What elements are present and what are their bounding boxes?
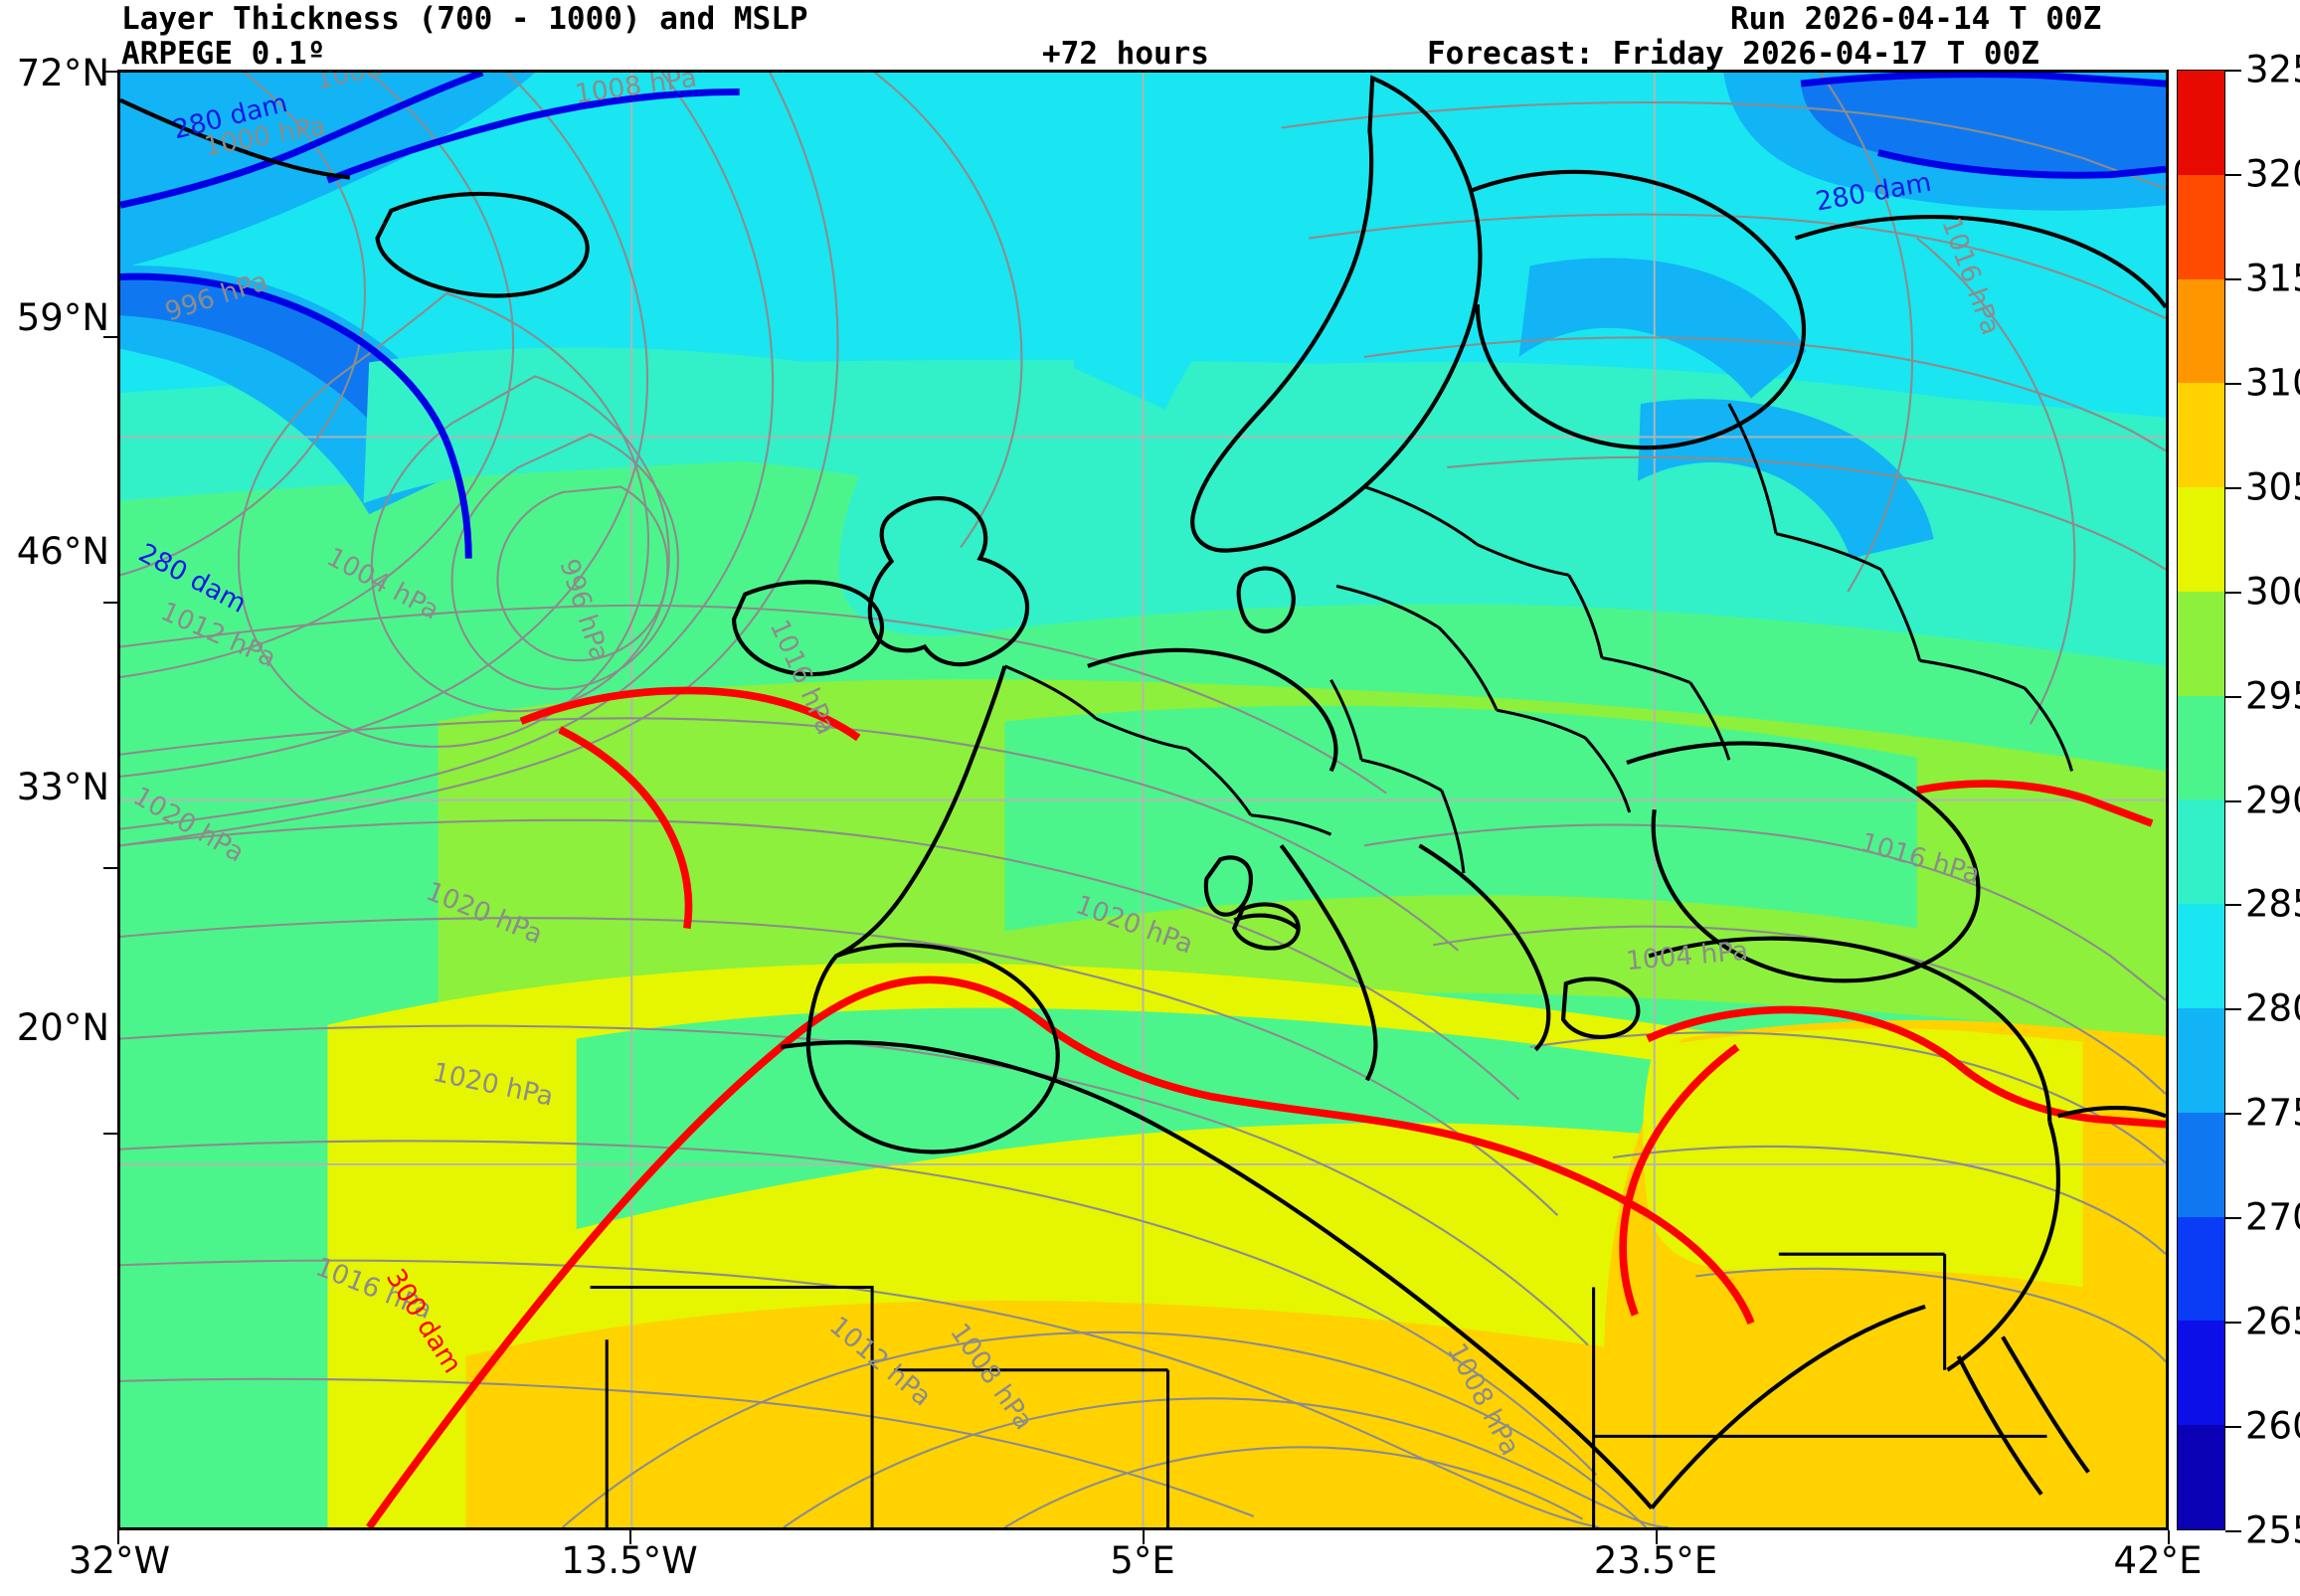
model-name-label: ARPEGE 0.1º	[121, 38, 325, 71]
y-tick-label-33N: 33°N	[0, 766, 109, 808]
colorbar-tick-mark-295	[2225, 696, 2241, 698]
colorbar-tick-mark-265	[2225, 1322, 2241, 1324]
colorbar-tick-mark-275	[2225, 1113, 2241, 1115]
colorbar-tick-label-320: 320	[2245, 152, 2300, 195]
x-tick-label-135W: 13.5°W	[561, 1539, 697, 1582]
chart-header: Layer Thickness (700 - 1000) and MSLP AR…	[0, 0, 2300, 70]
colorbar-tick-label-290: 290	[2245, 779, 2300, 821]
colorbar-tick-label-280: 280	[2245, 987, 2300, 1030]
y-tick-mark-33N	[103, 867, 117, 869]
x-tick-label-32W: 32°W	[69, 1539, 170, 1582]
colorbar-segment-315-320	[2178, 175, 2224, 279]
colorbar-tick-label-275: 275	[2245, 1092, 2300, 1135]
colorbar-tick-mark-260	[2225, 1426, 2241, 1428]
colorbar-tick-label-260: 260	[2245, 1405, 2300, 1448]
colorbar-tick-mark-270	[2225, 1217, 2241, 1219]
x-tick-mark-135W	[629, 1530, 631, 1544]
colorbar-segment-275-280	[2178, 1008, 2224, 1113]
x-tick-label-42E: 42°E	[2114, 1539, 2203, 1582]
run-timestamp-label: Run 2026-04-14 T 00Z	[1730, 3, 2101, 36]
x-tick-label-5E: 5°E	[1110, 1539, 1174, 1582]
y-tick-mark-20N	[103, 1133, 117, 1135]
y-tick-label-46N: 46°N	[0, 530, 109, 573]
x-tick-mark-42E	[2168, 1530, 2170, 1544]
colorbar-segment-290-295	[2178, 696, 2224, 800]
colorbar-tick-mark-320	[2225, 174, 2241, 176]
colorbar-tick-label-285: 285	[2245, 883, 2300, 926]
colorbar-tick-mark-285	[2225, 904, 2241, 906]
y-tick-mark-59N	[103, 336, 117, 338]
colorbar-tick-label-255: 255	[2245, 1509, 2300, 1552]
colorbar-segment-260-265	[2178, 1321, 2224, 1425]
colorbar-tick-label-270: 270	[2245, 1196, 2300, 1239]
colorbar-segment-300-305	[2178, 487, 2224, 592]
y-tick-label-59N: 59°N	[0, 296, 109, 339]
colorbar-tick-label-315: 315	[2245, 257, 2300, 299]
x-tick-mark-5E	[1143, 1530, 1145, 1544]
y-tick-label-20N: 20°N	[0, 1006, 109, 1049]
colorbar-tick-label-300: 300	[2245, 570, 2300, 613]
colorbar-segment-265-270	[2178, 1217, 2224, 1322]
colorbar-segment-285-290	[2178, 799, 2224, 904]
colorbar-tick-mark-305	[2225, 487, 2241, 489]
page-title: Layer Thickness (700 - 1000) and MSLP	[121, 3, 808, 36]
colorbar-tick-mark-290	[2225, 800, 2241, 802]
colorbar-segment-310-315	[2178, 279, 2224, 384]
x-tick-mark-32W	[117, 1530, 119, 1544]
colorbar[interactable]	[2177, 70, 2225, 1530]
weather-map-svg: 1008 hPa1008 hPa280 dam1000 hPa996 hPa99…	[120, 73, 2166, 1527]
colorbar-segment-255-260	[2178, 1425, 2224, 1529]
x-tick-mark-235E	[1656, 1530, 1658, 1544]
y-tick-mark-72N	[103, 71, 117, 73]
colorbar-tick-mark-315	[2225, 278, 2241, 280]
colorbar-segment-320-325	[2178, 71, 2224, 175]
colorbar-tick-label-310: 310	[2245, 361, 2300, 404]
colorbar-tick-mark-325	[2225, 70, 2241, 72]
lead-time-label: +72 hours	[1042, 38, 1209, 71]
colorbar-segment-270-275	[2178, 1113, 2224, 1217]
forecast-valid-label: Forecast: Friday 2026-04-17 T 00Z	[1427, 38, 2039, 71]
colorbar-tick-label-295: 295	[2245, 674, 2300, 717]
colorbar-tick-label-325: 325	[2245, 49, 2300, 91]
y-tick-mark-46N	[103, 602, 117, 604]
colorbar-tick-mark-300	[2225, 592, 2241, 594]
colorbar-tick-mark-310	[2225, 383, 2241, 385]
colorbar-tick-mark-280	[2225, 1008, 2241, 1010]
y-tick-label-72N: 72°N	[0, 52, 109, 94]
colorbar-segment-295-300	[2178, 592, 2224, 696]
colorbar-tick-label-265: 265	[2245, 1301, 2300, 1343]
colorbar-tick-mark-255	[2225, 1530, 2241, 1532]
colorbar-segment-305-310	[2178, 383, 2224, 487]
x-tick-label-235E: 23.5°E	[1594, 1539, 1717, 1582]
colorbar-tick-label-305: 305	[2245, 465, 2300, 508]
map-plot-area: 1008 hPa1008 hPa280 dam1000 hPa996 hPa99…	[117, 70, 2169, 1530]
colorbar-segment-280-285	[2178, 904, 2224, 1008]
